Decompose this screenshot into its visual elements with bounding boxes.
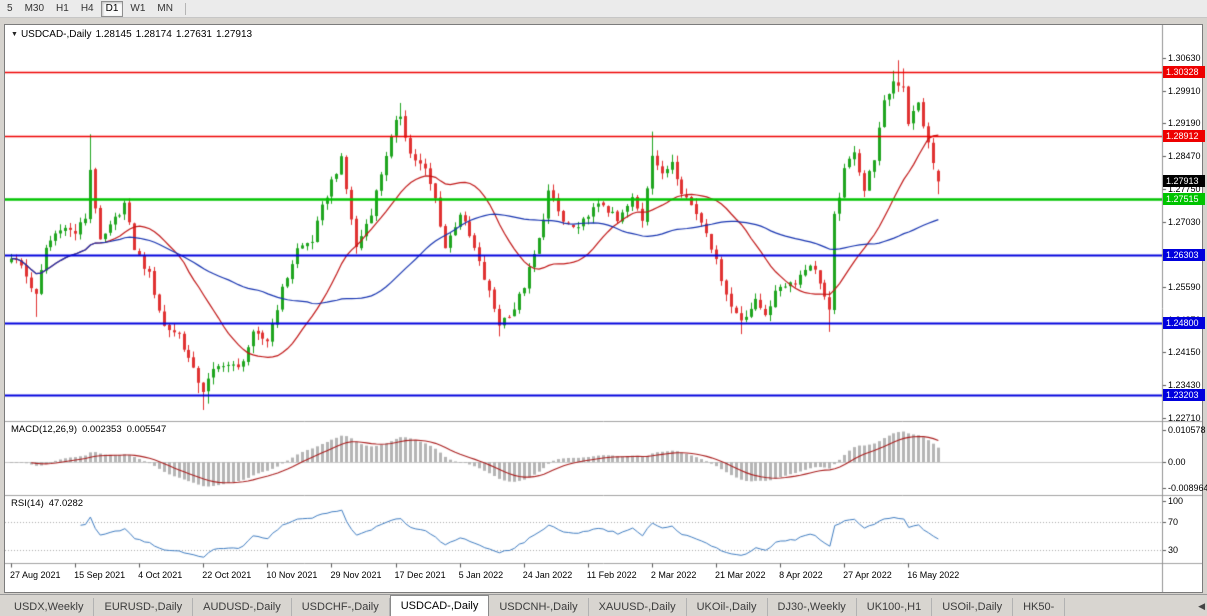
chart-tab-usdchf-daily[interactable]: USDCHF-,Daily bbox=[292, 598, 390, 616]
chart-tab-ukoil-daily[interactable]: UKOil-,Daily bbox=[687, 598, 768, 616]
price-tag-1-27515[interactable]: 1.27515 bbox=[1163, 193, 1205, 206]
date-axis-label: 27 Aug 2021 bbox=[10, 570, 61, 580]
timeframe-button-w1[interactable]: W1 bbox=[130, 2, 146, 14]
date-axis-label: 21 Mar 2022 bbox=[714, 570, 766, 580]
timeframe-button-h1[interactable]: H1 bbox=[56, 2, 69, 14]
date-axis-label: 29 Nov 2021 bbox=[330, 570, 382, 580]
macd-axis-tick: 0.00 bbox=[1168, 457, 1186, 467]
quote-low: 1.27631 bbox=[175, 29, 212, 40]
price-axis-tick: 1.27750 bbox=[1168, 183, 1201, 194]
chart-tab-eurusd-daily[interactable]: EURUSD-,Daily bbox=[94, 598, 194, 616]
rsi-axis-tick: 30 bbox=[1168, 545, 1179, 555]
tab-scroll-left-icon[interactable]: ◀ bbox=[1198, 601, 1205, 611]
symbol-info: ▼ USDCAD-,Daily 1.28145 1.28174 1.27631 1.279… bbox=[11, 29, 256, 40]
date-axis-label: 11 Feb 2022 bbox=[586, 570, 637, 580]
date-axis-label: 2 Mar 2022 bbox=[650, 570, 697, 580]
price-tag-1-27913[interactable]: 1.27913 bbox=[1163, 175, 1205, 188]
price-tag-1-26303[interactable]: 1.26303 bbox=[1163, 248, 1205, 261]
price-tag-1-23203[interactable]: 1.23203 bbox=[1163, 389, 1205, 402]
chart-tab-dj30-weekly[interactable]: DJ30-,Weekly bbox=[768, 598, 857, 616]
date-axis-label: 16 May 2022 bbox=[907, 570, 960, 580]
rsi-value: 47.0282 bbox=[48, 498, 84, 509]
chart-tab-usdcnh-daily[interactable]: USDCNH-,Daily bbox=[489, 598, 589, 616]
macd-axis-tick: -0.008964 bbox=[1168, 483, 1207, 493]
date-axis-label: 17 Dec 2021 bbox=[394, 570, 446, 580]
price-axis-tick: 1.22710 bbox=[1168, 412, 1201, 423]
chart-tab-usdx-weekly[interactable]: USDX,Weekly bbox=[4, 598, 95, 616]
symbol-name: USDCAD-,Daily bbox=[20, 29, 92, 40]
quote-close: 1.27913 bbox=[215, 29, 253, 40]
chart-tab-hk50[interactable]: HK50- bbox=[1013, 598, 1066, 616]
timeframe-button-h4[interactable]: H4 bbox=[80, 2, 94, 14]
date-axis-label: 5 Jan 2022 bbox=[458, 570, 504, 580]
macd-axis-tick: 0.010578 bbox=[1168, 425, 1206, 435]
toolbar-separator bbox=[184, 2, 186, 15]
timeframe-button-d1[interactable]: D1 bbox=[100, 0, 124, 17]
chart-tab-uk100-h1[interactable]: UK100-,H1 bbox=[857, 598, 933, 616]
price-axis-tick: 1.29190 bbox=[1168, 118, 1201, 129]
price-axis-tick: 1.23430 bbox=[1168, 380, 1201, 390]
chart-tab-usoil-daily[interactable]: USOil-,Daily bbox=[932, 598, 1014, 616]
date-axis-label: 8 Apr 2022 bbox=[779, 570, 823, 580]
price-tag-1-28912[interactable]: 1.28912 bbox=[1163, 130, 1205, 143]
chart-tab-bar: USDX,Weekly EURUSD-,Daily AUDUSD-,Daily USD… bbox=[0, 594, 1207, 616]
macd-value-2: 0.005547 bbox=[126, 424, 167, 435]
quote-high: 1.28174 bbox=[135, 29, 172, 40]
timeframe-button-m30[interactable]: M30 bbox=[24, 2, 45, 14]
quote-open: 1.28145 bbox=[95, 29, 132, 40]
date-axis-label: 10 Nov 2021 bbox=[266, 570, 318, 580]
date-axis-label: 24 Jan 2022 bbox=[522, 570, 573, 580]
rsi-name: RSI(14) bbox=[11, 498, 44, 509]
rsi-indicator-label: RSI(14) 47.0282 bbox=[11, 498, 88, 509]
macd-name: MACD(12,26,9) bbox=[11, 424, 77, 435]
price-axis-tick: 1.25590 bbox=[1168, 281, 1201, 292]
chart-tab-xauusd-daily[interactable]: XAUUSD-,Daily bbox=[589, 598, 687, 616]
date-axis-label: 27 Apr 2022 bbox=[843, 570, 892, 580]
macd-value-1: 0.002353 bbox=[82, 424, 122, 435]
chart-window[interactable]: ▼ USDCAD-,Daily 1.28145 1.28174 1.27631 1.279… bbox=[4, 24, 1207, 593]
date-axis-label: 15 Sep 2021 bbox=[74, 570, 126, 580]
symbol-dropdown-icon[interactable]: ▼ bbox=[11, 31, 18, 38]
rsi-axis-tick: 100 bbox=[1168, 496, 1184, 506]
timeframe-button-5[interactable]: 5 bbox=[7, 2, 13, 14]
date-axis-label: 22 Oct 2021 bbox=[202, 570, 252, 580]
price-axis-tick: 1.29910 bbox=[1168, 85, 1201, 96]
price-axis-tick: 1.24150 bbox=[1168, 347, 1201, 358]
date-axis-label: 4 Oct 2021 bbox=[138, 570, 183, 580]
rsi-axis-tick: 70 bbox=[1168, 517, 1179, 527]
macd-indicator-label: MACD(12,26,9) 0.002353 0.005547 bbox=[11, 424, 171, 435]
timeframe-toolbar: 5 M30 H1 H4 D1 W1 MN bbox=[0, 0, 1207, 18]
price-axis-tick: 1.30630 bbox=[1168, 53, 1201, 63]
price-axis-tick: 1.27030 bbox=[1168, 216, 1201, 227]
price-axis-tick: 1.28470 bbox=[1168, 151, 1201, 162]
chart-tab-audusd-daily[interactable]: AUDUSD-,Daily bbox=[193, 598, 292, 616]
price-tag-1-24800[interactable]: 1.24800 bbox=[1163, 316, 1205, 329]
price-tag-1-30328[interactable]: 1.30328 bbox=[1163, 65, 1205, 78]
chart-tab-usdcad-daily[interactable]: USDCAD-,Daily bbox=[389, 595, 490, 616]
timeframe-button-mn[interactable]: MN bbox=[157, 2, 173, 14]
price-chart-canvas[interactable] bbox=[5, 25, 1202, 592]
